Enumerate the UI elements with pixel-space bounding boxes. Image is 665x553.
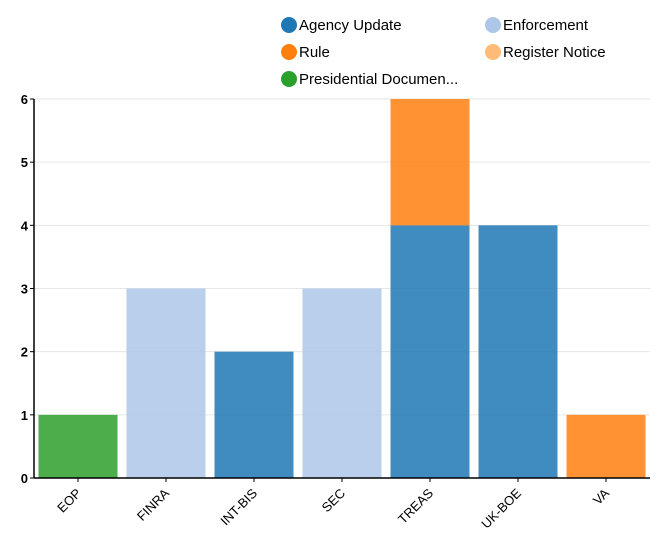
- bars: [38, 99, 646, 478]
- x-tick-label-treas: TREAS: [395, 485, 436, 526]
- y-tick-label: 3: [21, 282, 28, 297]
- y-tick-label: 6: [21, 92, 28, 107]
- y-axis-ticks: 0 1 2 3 4 5 6: [21, 92, 34, 486]
- legend-label-enforcement: Enforcement: [503, 17, 589, 34]
- x-axis-ticks: EOP FINRA INT-BIS SEC TREAS UK-BOE VA: [54, 478, 612, 531]
- y-tick-label: 5: [21, 155, 28, 170]
- bar-treas-rule: [390, 99, 470, 226]
- legend-swatch-agency-update: [281, 17, 297, 33]
- bar-treas-agency-update: [390, 225, 470, 478]
- y-tick-label: 1: [21, 408, 28, 423]
- legend-swatch-enforcement: [485, 17, 501, 33]
- x-tick-label-int-bis: INT-BIS: [217, 485, 260, 528]
- x-tick-label-va: VA: [590, 485, 612, 507]
- legend-swatch-register-notice: [485, 44, 501, 60]
- y-tick-label: 0: [21, 471, 28, 486]
- x-tick-label-finra: FINRA: [134, 485, 172, 523]
- legend-swatch-presidential-documen-: [281, 71, 297, 87]
- y-tick-label: 2: [21, 345, 28, 360]
- bar-int-bis-agency-update: [214, 351, 294, 478]
- legend: Agency Update Enforcement Rule Register Not…: [281, 17, 606, 88]
- legend-label-presidential-documen-: Presidential Documen...: [299, 71, 458, 88]
- bar-eop-presidential-documen-: [38, 414, 118, 478]
- legend-label-register-notice: Register Notice: [503, 44, 606, 61]
- x-tick-label-eop: EOP: [54, 486, 84, 516]
- x-tick-label-uk-boe: UK-BOE: [478, 485, 524, 531]
- bar-uk-boe-agency-update: [478, 225, 558, 478]
- bar-sec-enforcement: [302, 288, 382, 478]
- legend-label-agency-update: Agency Update: [299, 17, 402, 34]
- bar-finra-enforcement: [126, 288, 206, 478]
- legend-swatch-rule: [281, 44, 297, 60]
- bar-va-rule: [566, 414, 646, 478]
- y-tick-label: 4: [21, 218, 29, 233]
- x-tick-label-sec: SEC: [319, 486, 349, 516]
- legend-label-rule: Rule: [299, 44, 330, 61]
